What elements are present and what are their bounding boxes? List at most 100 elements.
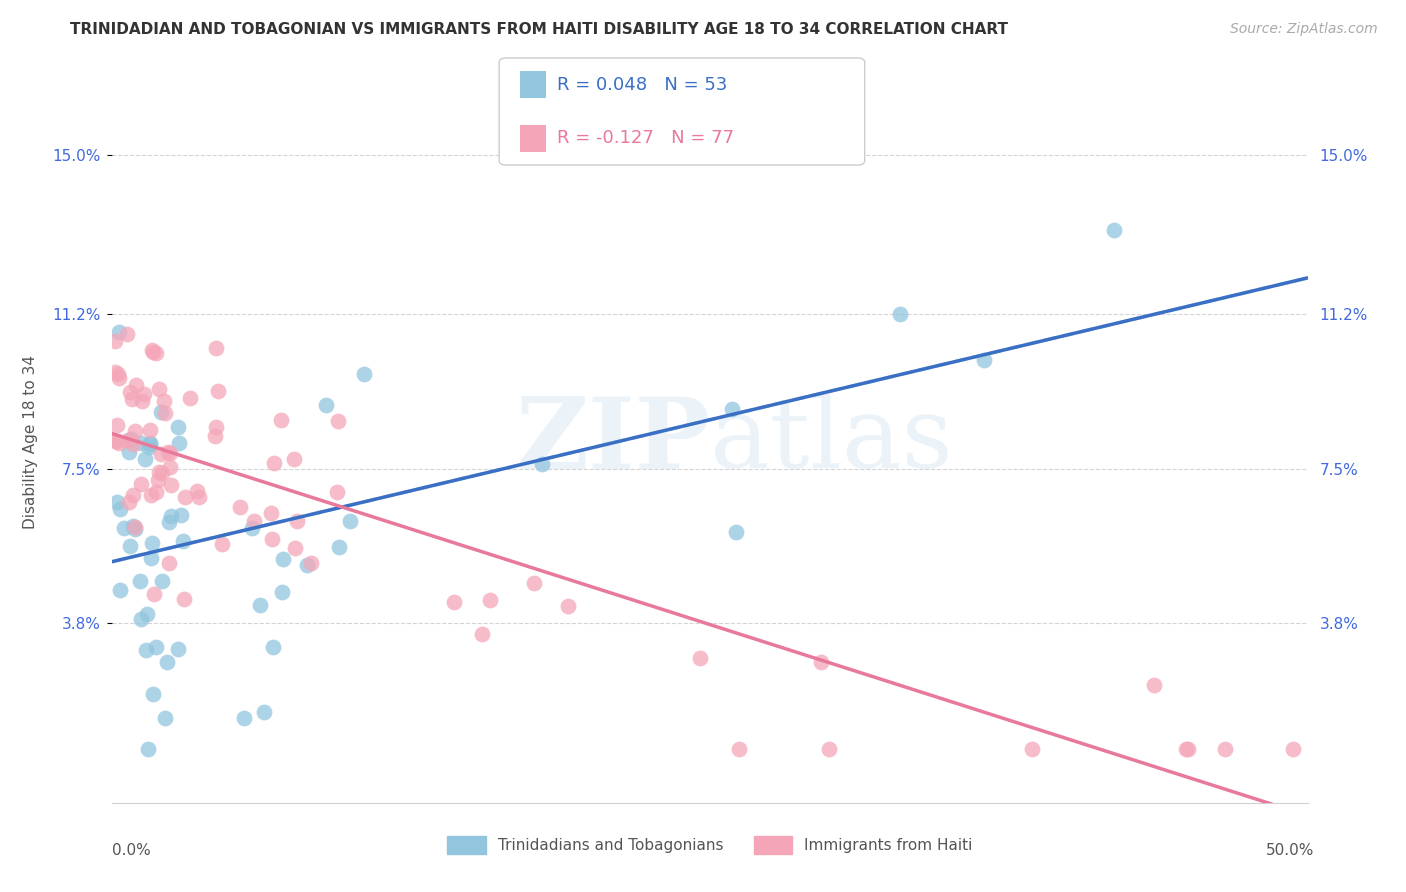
Point bbox=[479, 593, 502, 607]
Point bbox=[129, 435, 152, 450]
Point bbox=[689, 651, 711, 665]
Point bbox=[124, 520, 146, 534]
Point bbox=[141, 345, 163, 359]
Point bbox=[204, 429, 226, 443]
Point bbox=[141, 343, 163, 357]
Point bbox=[124, 523, 146, 537]
Point bbox=[129, 477, 152, 491]
Point bbox=[1143, 677, 1166, 691]
Point bbox=[121, 392, 143, 406]
Point bbox=[129, 612, 152, 626]
Point bbox=[118, 445, 141, 459]
Text: atlas: atlas bbox=[710, 393, 953, 490]
Point bbox=[1282, 741, 1305, 756]
Point bbox=[721, 402, 744, 417]
Point bbox=[120, 432, 142, 446]
Point bbox=[159, 477, 181, 491]
Point bbox=[530, 457, 553, 471]
Point bbox=[1177, 741, 1199, 756]
Point bbox=[156, 444, 179, 458]
Point bbox=[105, 434, 128, 448]
Point bbox=[229, 500, 252, 514]
Point bbox=[105, 418, 128, 433]
Point bbox=[145, 484, 167, 499]
Point bbox=[471, 627, 494, 641]
Point bbox=[262, 640, 284, 654]
Point bbox=[118, 384, 141, 399]
Point bbox=[142, 687, 165, 701]
Text: Source: ZipAtlas.com: Source: ZipAtlas.com bbox=[1230, 22, 1378, 37]
Point bbox=[169, 435, 191, 450]
Point bbox=[107, 371, 129, 385]
Point bbox=[973, 353, 995, 368]
Point bbox=[207, 384, 229, 399]
Point bbox=[129, 574, 152, 588]
Point bbox=[150, 447, 173, 461]
Text: R = -0.127   N = 77: R = -0.127 N = 77 bbox=[557, 129, 734, 147]
Point bbox=[145, 346, 167, 360]
Point bbox=[138, 435, 160, 450]
Point bbox=[263, 456, 285, 470]
Point bbox=[205, 419, 228, 434]
Point bbox=[159, 459, 181, 474]
Point bbox=[157, 515, 180, 529]
Point bbox=[188, 490, 211, 504]
Point bbox=[148, 382, 170, 396]
Point bbox=[270, 413, 292, 427]
Point bbox=[326, 484, 349, 499]
Text: R = 0.048   N = 53: R = 0.048 N = 53 bbox=[557, 76, 727, 94]
Point bbox=[139, 488, 162, 502]
Point bbox=[132, 386, 155, 401]
Point bbox=[167, 642, 190, 657]
Point bbox=[134, 451, 156, 466]
Point bbox=[153, 711, 176, 725]
Point bbox=[104, 434, 127, 449]
Point bbox=[523, 575, 546, 590]
Point bbox=[108, 501, 131, 516]
Point bbox=[170, 508, 193, 523]
Point bbox=[283, 451, 305, 466]
Point bbox=[104, 365, 127, 379]
Point bbox=[153, 393, 176, 408]
Point bbox=[124, 425, 146, 439]
Point bbox=[136, 741, 159, 756]
Point bbox=[249, 599, 271, 613]
Point bbox=[211, 537, 233, 551]
Point bbox=[142, 587, 165, 601]
Point bbox=[148, 465, 170, 479]
Point bbox=[122, 488, 145, 502]
Point bbox=[122, 437, 145, 451]
Point bbox=[315, 398, 337, 412]
Point bbox=[135, 643, 157, 657]
Point bbox=[1174, 741, 1197, 756]
Point bbox=[118, 495, 141, 509]
Point bbox=[285, 514, 308, 528]
Text: TRINIDADIAN AND TOBAGONIAN VS IMMIGRANTS FROM HAITI DISABILITY AGE 18 TO 34 CORR: TRINIDADIAN AND TOBAGONIAN VS IMMIGRANTS… bbox=[70, 22, 1008, 37]
Point bbox=[150, 405, 173, 419]
Point bbox=[118, 539, 141, 553]
Point bbox=[297, 558, 319, 572]
Point bbox=[145, 640, 167, 655]
Point bbox=[159, 508, 181, 523]
Point bbox=[117, 433, 139, 447]
Text: ZIP: ZIP bbox=[515, 393, 710, 490]
Point bbox=[179, 391, 201, 405]
Point bbox=[810, 655, 832, 669]
Point bbox=[150, 574, 173, 588]
Point bbox=[108, 583, 131, 598]
Point bbox=[105, 494, 128, 508]
Point bbox=[232, 710, 254, 724]
Point bbox=[724, 525, 747, 540]
Point bbox=[159, 446, 181, 460]
Point bbox=[339, 514, 361, 528]
Point bbox=[328, 541, 350, 555]
Point bbox=[1104, 222, 1126, 236]
Point bbox=[141, 550, 163, 565]
Point bbox=[136, 607, 159, 621]
Point bbox=[240, 521, 263, 535]
Point bbox=[243, 514, 266, 528]
Point bbox=[1213, 741, 1236, 756]
Point bbox=[173, 592, 195, 607]
Point bbox=[817, 741, 839, 756]
Point bbox=[259, 506, 281, 520]
